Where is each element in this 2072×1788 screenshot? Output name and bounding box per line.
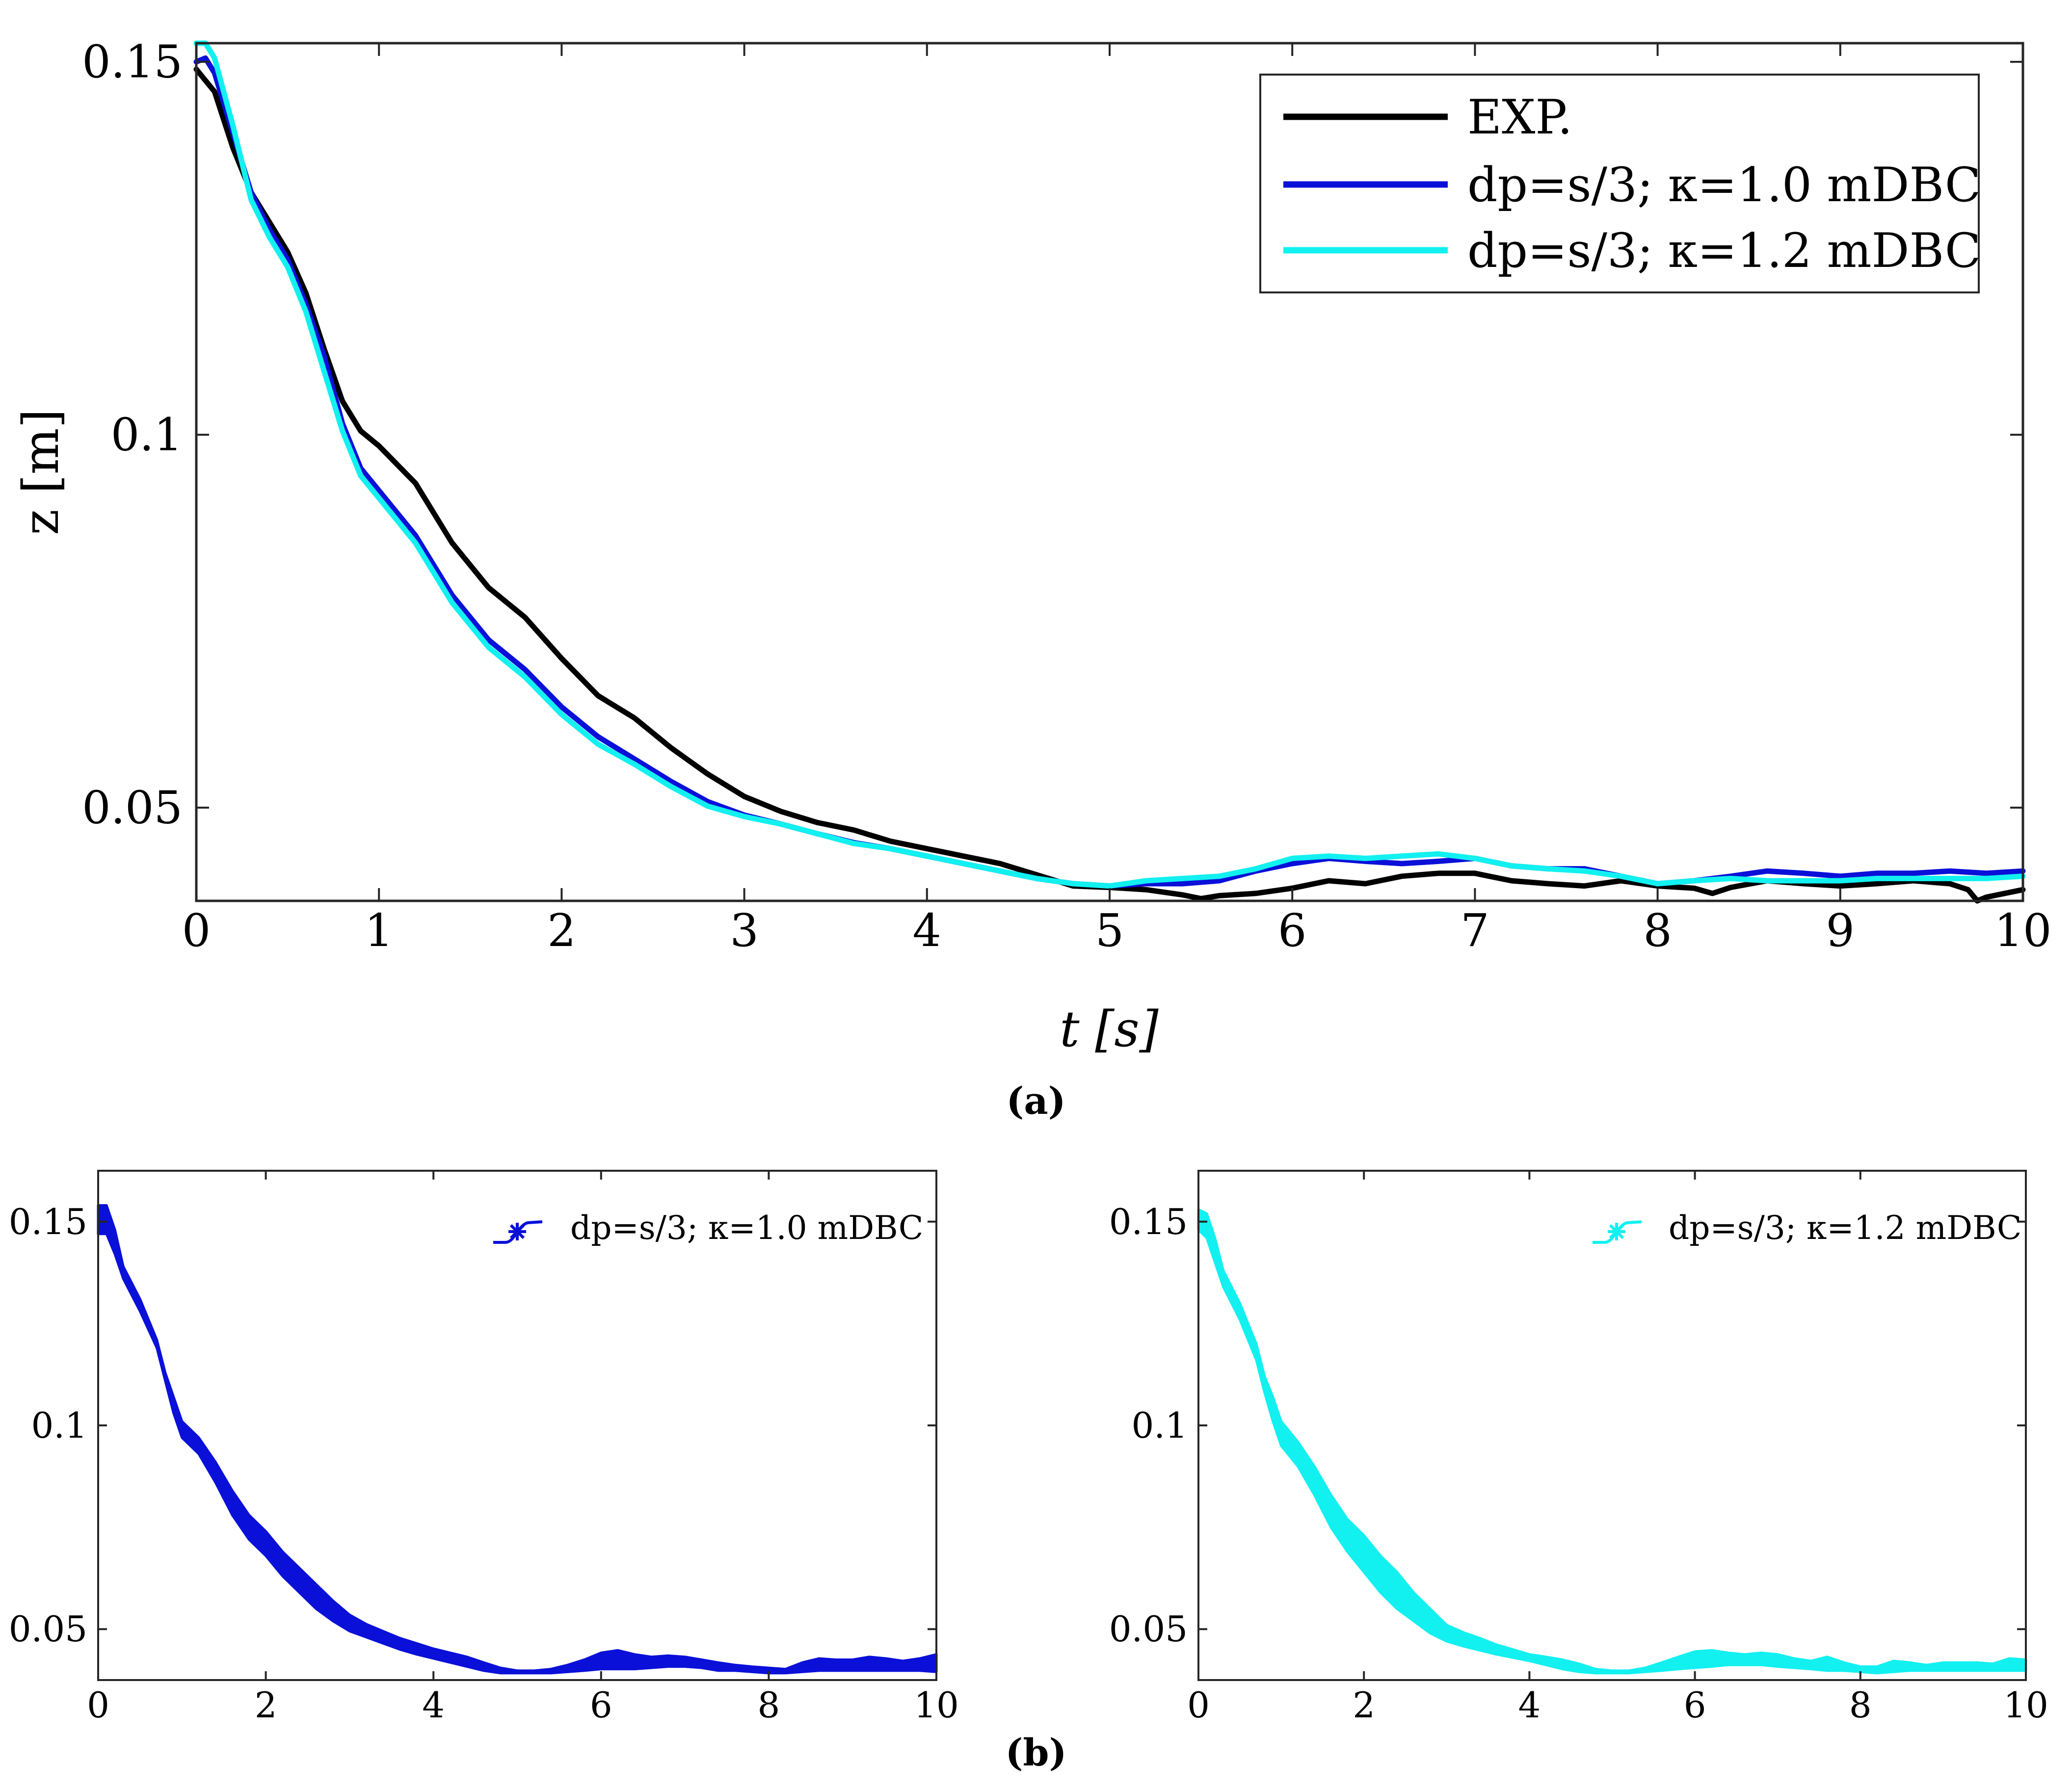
panel-a-ylabel: z [m] [12, 409, 70, 535]
panel-a-ticks: 0 1 2 3 4 5 6 7 8 9 10 0.05 0.1 0.15 [82, 36, 2051, 957]
y-tick-label-a: 0.15 [82, 36, 183, 88]
x-tick-label-a: 8 [1643, 904, 1672, 957]
y-tick-label-a: 0.05 [82, 782, 183, 834]
legend-label-b-right: dp=s/3; κ=1.2 mDBC [1669, 1209, 2021, 1247]
legend-label-k10: dp=s/3; κ=1.0 mDBC [1467, 158, 1981, 212]
x-tick-label-br: 8 [1849, 1684, 1872, 1726]
panel-b-left-legend: dp=s/3; κ=1.0 mDBC [493, 1209, 923, 1247]
x-tick-label-br: 0 [1187, 1684, 1210, 1726]
panel-a-legend: EXP. dp=s/3; κ=1.0 mDBC dp=s/3; κ=1.2 mD… [1259, 74, 1981, 293]
x-tick-label-bl: 0 [87, 1684, 109, 1726]
x-tick-label-bl: 10 [914, 1684, 959, 1726]
series-line-a-2 [193, 40, 2026, 889]
x-tick-label-br: 10 [2003, 1684, 2048, 1726]
y-tick-label-bl: 0.15 [9, 1201, 87, 1242]
x-tick-label-a: 1 [365, 904, 394, 957]
panel-b-right-ticks: 0 2 4 6 8 10 0.05 0.1 0.15 [1109, 1171, 2048, 1726]
panel-b-right: 0 2 4 6 8 10 0.05 0.1 0.15 dp=s/3; κ=1.2 mDBC [1109, 1170, 2048, 1726]
panel-a-xlabel: t [s] [1060, 1000, 1159, 1058]
x-tick-label-a: 6 [1278, 904, 1307, 957]
y-tick-label-br: 0.1 [1131, 1405, 1188, 1446]
x-tick-label-br: 2 [1353, 1684, 1375, 1726]
x-tick-label-a: 7 [1461, 904, 1489, 957]
y-tick-label-bl: 0.05 [9, 1608, 87, 1650]
legend-label-b-left: dp=s/3; κ=1.0 mDBC [570, 1209, 923, 1247]
x-tick-label-br: 6 [1684, 1684, 1706, 1726]
panel-b-left: 0 2 4 6 8 10 0.05 0.1 0.15 dp=s/3; κ=1.0 mDBC [9, 1170, 959, 1726]
panel-a-series [193, 40, 2026, 904]
x-tick-label-a: 4 [913, 904, 942, 957]
x-tick-label-a: 2 [547, 904, 576, 957]
legend-marker-b-left [508, 1223, 526, 1240]
panel-b-left-ticks: 0 2 4 6 8 10 0.05 0.1 0.15 [9, 1171, 959, 1726]
y-tick-label-a: 0.1 [111, 409, 183, 461]
y-tick-label-bl: 0.1 [31, 1405, 87, 1446]
caption-a: (a) [1006, 1079, 1065, 1123]
x-tick-label-bl: 2 [255, 1684, 277, 1726]
x-tick-label-a: 9 [1826, 904, 1855, 957]
x-tick-label-a: 0 [182, 904, 211, 957]
x-tick-label-br: 4 [1518, 1684, 1541, 1726]
legend-label-k12: dp=s/3; κ=1.2 mDBC [1467, 223, 1981, 278]
legend-marker-b-right [1608, 1223, 1625, 1240]
x-tick-label-a: 10 [1994, 904, 2051, 957]
x-tick-label-bl: 4 [422, 1684, 445, 1726]
legend-label-exp: EXP. [1467, 90, 1572, 145]
x-tick-label-a: 5 [1095, 904, 1124, 957]
x-tick-label-bl: 6 [590, 1684, 612, 1726]
panel-a: 0 1 2 3 4 5 6 7 8 9 10 0.05 0.1 0.15 t [s] z [m] EXP.… [12, 36, 2052, 1123]
caption-b: (b) [1005, 1731, 1066, 1774]
x-tick-label-a: 3 [730, 904, 759, 957]
y-tick-label-br: 0.15 [1109, 1201, 1188, 1242]
x-tick-label-bl: 8 [757, 1684, 780, 1726]
y-tick-label-br: 0.05 [1109, 1608, 1188, 1650]
panel-b-right-legend: dp=s/3; κ=1.2 mDBC [1593, 1209, 2021, 1247]
